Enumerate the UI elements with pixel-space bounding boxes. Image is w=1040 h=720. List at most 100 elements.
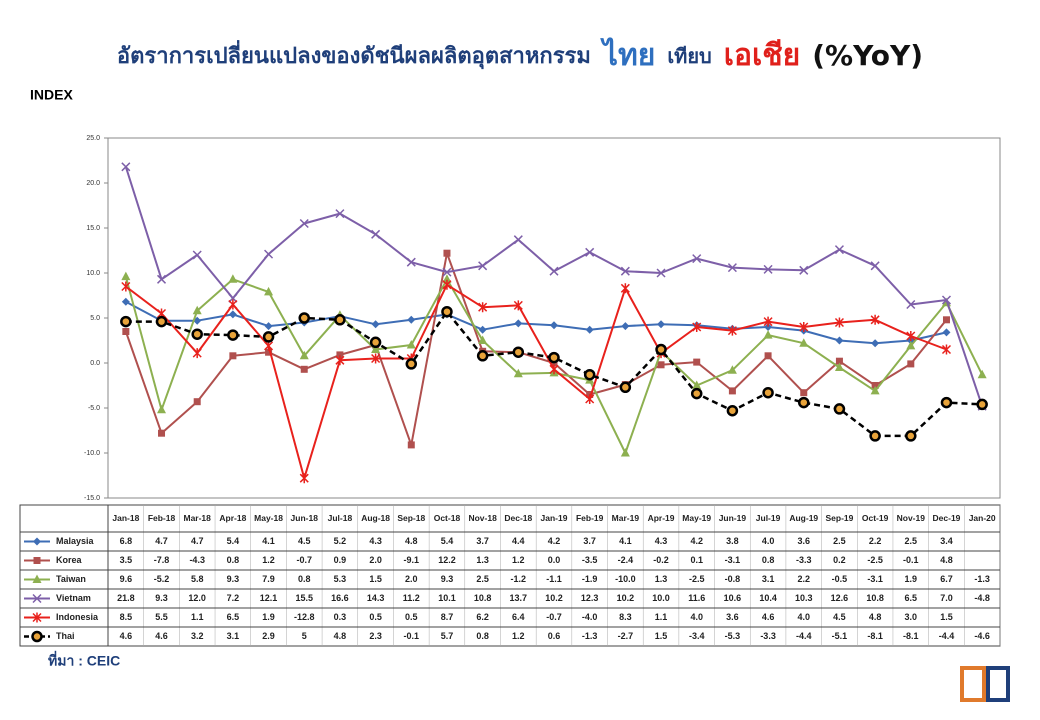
marker [32, 612, 42, 623]
marker [513, 368, 523, 378]
marker [442, 279, 452, 290]
value-label: 10.4 [759, 593, 777, 603]
marker [585, 394, 595, 404]
value-label: 1.5 [940, 612, 953, 622]
marker [656, 268, 666, 278]
marker [371, 320, 380, 329]
title-part: ไทย [602, 38, 656, 73]
title-part: (%YoY) [812, 39, 924, 72]
marker [620, 266, 630, 276]
series [120, 305, 988, 442]
x-tick-label: Jun-18 [291, 513, 319, 523]
value-label: 4.1 [619, 536, 632, 546]
y-tick-label: 20.0 [86, 180, 100, 187]
value-label: 12.0 [188, 593, 206, 603]
x-tick-label: May-19 [682, 513, 711, 523]
value-label: -2.5 [867, 555, 883, 565]
marker [121, 297, 130, 306]
marker [406, 257, 416, 267]
x-tick-label: Jun-19 [719, 513, 747, 523]
value-label: 2.5 [833, 536, 846, 546]
marker [835, 336, 844, 345]
value-label: 4.2 [548, 536, 561, 546]
marker [155, 315, 168, 328]
marker [299, 218, 309, 229]
value-label: 1.5 [369, 574, 382, 584]
value-label: 6.4 [512, 612, 525, 622]
x-tick-label: Jan-19 [541, 513, 568, 523]
logo-shape [986, 666, 1010, 702]
value-label: 0.8 [227, 555, 240, 565]
value-label: 1.3 [476, 555, 489, 565]
y-tick-label: -15.0 [84, 495, 100, 502]
value-label: -12.8 [294, 612, 315, 622]
value-label: -1.9 [582, 574, 598, 584]
series [122, 249, 950, 449]
value-label: 1.3 [655, 574, 668, 584]
y-tick-label: 25.0 [86, 135, 100, 142]
y-tick-label: 10.0 [86, 270, 100, 277]
marker [728, 387, 736, 395]
value-label: -5.1 [832, 631, 848, 641]
value-label: 4.8 [405, 536, 418, 546]
value-label: -4.4 [796, 631, 812, 641]
marker [942, 316, 950, 324]
value-label: 3.7 [583, 536, 596, 546]
x-tick-label: Aug-19 [789, 513, 818, 523]
marker [406, 340, 416, 349]
marker [906, 299, 916, 310]
value-label: -4.4 [939, 631, 955, 641]
value-label: 10.8 [474, 593, 492, 603]
value-label: 10.3 [795, 593, 813, 603]
value-label: -3.1 [725, 555, 741, 565]
value-label: 3.4 [940, 536, 953, 546]
marker [833, 403, 846, 415]
marker [870, 261, 880, 271]
x-tick-label: Sep-18 [397, 513, 425, 523]
value-label: 4.0 [798, 612, 811, 622]
value-label: 3.8 [726, 536, 739, 546]
value-label: 10.2 [617, 593, 635, 603]
marker [907, 360, 915, 368]
value-label: -0.2 [653, 555, 669, 565]
marker [299, 350, 309, 360]
value-label: 10.2 [545, 593, 563, 603]
value-label: 4.1 [262, 536, 275, 546]
marker [476, 350, 489, 362]
value-label: 0.5 [369, 612, 382, 622]
value-label: -3.1 [867, 574, 883, 584]
marker [585, 325, 594, 334]
marker [192, 348, 202, 359]
value-label: 16.6 [331, 593, 349, 603]
marker [727, 263, 737, 273]
y-tick-label: -5.0 [88, 405, 100, 412]
value-label: 4.2 [690, 536, 703, 546]
marker [336, 351, 344, 359]
marker [549, 364, 559, 375]
x-tick-label: Dec-19 [933, 513, 961, 523]
marker [407, 441, 415, 449]
series [121, 162, 987, 411]
marker [941, 295, 952, 305]
marker [33, 557, 41, 564]
marker [122, 328, 130, 335]
marker [834, 245, 844, 255]
marker [940, 396, 953, 409]
value-label: 0.8 [476, 631, 489, 641]
marker [33, 537, 41, 546]
marker [228, 310, 237, 319]
x-tick-label: Oct-18 [434, 513, 461, 523]
x-tick-label: Oct-19 [862, 513, 889, 523]
value-label: 6.2 [476, 612, 489, 622]
marker [550, 321, 558, 330]
x-tick-label: Feb-19 [576, 513, 604, 523]
value-label: 0.3 [334, 612, 347, 622]
marker [156, 274, 167, 284]
value-label: 5.3 [334, 574, 347, 584]
marker [583, 368, 596, 381]
value-label: 3.6 [798, 536, 811, 546]
value-label: 0.2 [833, 555, 846, 565]
value-label: -3.5 [582, 555, 598, 565]
marker [512, 346, 525, 358]
